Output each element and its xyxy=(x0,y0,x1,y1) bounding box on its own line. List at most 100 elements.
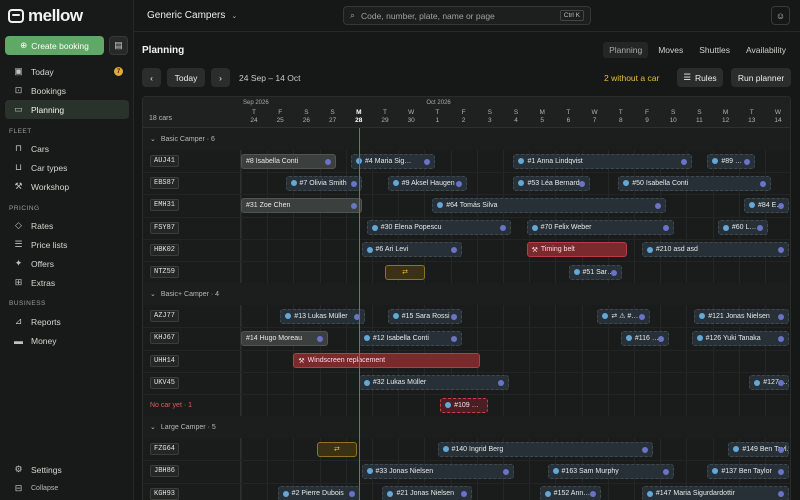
day-letter: T xyxy=(435,109,440,116)
tab-planning[interactable]: Planning xyxy=(603,42,649,58)
sidebar-item-offers[interactable]: ✦ Offers xyxy=(5,254,129,273)
car-plate[interactable]: NTZ59 xyxy=(150,266,180,278)
company-switcher[interactable]: Generic Campers ⌄ xyxy=(147,10,237,21)
booking-bar[interactable]: #84 E… xyxy=(744,197,790,213)
car-plate[interactable]: JBH86 xyxy=(150,465,180,478)
booking-bar[interactable]: #4 Maria Sig… xyxy=(351,153,436,169)
user-menu-button[interactable]: ☺ xyxy=(771,6,790,25)
car-plate[interactable]: UKV45 xyxy=(150,376,180,389)
booking-bar[interactable]: #89 … xyxy=(707,153,756,169)
brand-logo[interactable]: mellow xyxy=(8,6,83,26)
booking-bar[interactable]: #53 Léa Bernard xyxy=(513,175,591,191)
booking-bar[interactable]: #31 Zoe Chen xyxy=(241,197,363,213)
booking-bar[interactable]: #32 Lukas Müller xyxy=(358,375,509,391)
sidebar-item-workshop[interactable]: ⚒ Workshop xyxy=(5,177,129,196)
booking-bar[interactable]: #21 Jonas Nielsen xyxy=(382,486,473,500)
booking-bar[interactable]: #12 Isabella Conti xyxy=(358,330,462,346)
transfer-block[interactable]: ⇄ xyxy=(385,264,425,280)
group-header[interactable]: ⌄ Basic Camper · 6 xyxy=(143,128,790,150)
booking-bar[interactable]: #137 Ben Taylor xyxy=(707,463,790,479)
day-number: 13 xyxy=(748,117,756,124)
day-letter: S xyxy=(304,109,309,116)
sidebar-item-car-types[interactable]: ⊔ Car types xyxy=(5,158,129,177)
booking-bar[interactable]: #50 Isabella Conti xyxy=(618,175,771,191)
sidebar-item-today[interactable]: ▣ Today 7 xyxy=(5,62,129,81)
booking-bar[interactable]: #163 Sam Murphy xyxy=(547,463,674,479)
sidebar-item-cars[interactable]: ⊓ Cars xyxy=(5,139,129,158)
car-plate[interactable]: FSY87 xyxy=(150,221,180,234)
booking-bar[interactable]: #9 Aksel Haugen xyxy=(387,175,467,191)
status-dot-icon xyxy=(387,490,394,497)
car-plate[interactable]: KHJ67 xyxy=(150,332,180,345)
group-header[interactable]: ⌄ Large Camper · 5 xyxy=(143,416,790,439)
rules-button[interactable]: ☰ Rules xyxy=(677,68,723,87)
tab-availability[interactable]: Availability xyxy=(745,45,786,55)
booking-bar[interactable]: #127 … xyxy=(749,375,790,391)
car-plate[interactable]: AUJ41 xyxy=(150,155,180,167)
maintenance-block[interactable]: ⚒ Windscreen replacement xyxy=(293,353,481,369)
booking-bar[interactable]: #15 Sara Rossi xyxy=(387,308,462,324)
sidebar-item-price-lists[interactable]: ☰ Price lists xyxy=(5,235,129,254)
car-plate[interactable]: FZG64 xyxy=(150,443,180,456)
booking-bar[interactable]: #109 … xyxy=(440,397,488,413)
booking-bar[interactable]: #6 Ari Levi xyxy=(361,242,462,258)
booking-bar[interactable]: #51 Sar… xyxy=(568,264,622,280)
booking-bar[interactable]: #2 Pierre Dubois xyxy=(277,486,360,500)
create-booking-button[interactable]: ⊕ Create booking xyxy=(5,36,104,55)
no-car-label[interactable]: No car yet · 1 xyxy=(150,401,193,409)
booking-bar[interactable]: #126 Yuki Tanaka xyxy=(691,330,790,346)
booking-bar[interactable]: #1 Anna Lindqvist xyxy=(513,153,693,169)
car-plate[interactable]: HBK02 xyxy=(150,243,180,256)
booking-bar[interactable]: #30 Elena Popescu xyxy=(366,220,512,236)
booking-bar[interactable]: #152 Ann… xyxy=(539,486,601,500)
end-dot-icon xyxy=(424,158,431,165)
car-plate[interactable]: EBS87 xyxy=(150,177,180,190)
search-input[interactable]: Code, number, plate, name or page xyxy=(361,10,495,21)
collapse-button[interactable]: ⊟ Collapse xyxy=(5,480,129,496)
booking-bar[interactable]: #14 Hugo Moreau xyxy=(241,330,329,346)
sidebar-item-extras[interactable]: ⊞ Extras xyxy=(5,273,129,292)
chevron-right-icon: › xyxy=(219,72,222,83)
grid-header: 18 cars Sep 2026 Oct 2026 T 24 F 25 S 26 S 27 M 28 T… xyxy=(143,97,790,128)
prev-week-button[interactable]: ‹ xyxy=(142,68,161,87)
car-plate[interactable]: AZJ77 xyxy=(150,310,180,323)
sidebar-item-reports[interactable]: ⊿ Reports xyxy=(5,312,129,331)
booking-bar[interactable]: ⇄ ⚠ #… xyxy=(597,308,651,324)
transfer-block[interactable]: ⇄ xyxy=(316,441,357,457)
car-plate[interactable]: EMH31 xyxy=(150,199,180,212)
booking-bar[interactable]: #210 asd asd xyxy=(641,242,790,258)
booking-bar[interactable]: #8 Isabella Conti xyxy=(241,153,336,169)
sidebar-item-planning[interactable]: ▭ Planning xyxy=(5,100,129,119)
car-plate[interactable]: KGH93 xyxy=(150,487,180,500)
booking-bar[interactable]: #33 Jonas Nielsen xyxy=(361,463,515,479)
search-box[interactable]: ⌕ Code, number, plate, name or page Ctrl… xyxy=(343,6,591,25)
booking-bar[interactable]: #121 Jonas Nielsen xyxy=(694,308,790,324)
day-number: 4 xyxy=(514,117,518,124)
group-header[interactable]: ⌄ Basic+ Camper · 4 xyxy=(143,283,790,306)
sidebar-item-settings[interactable]: ⚙ Settings xyxy=(5,460,129,479)
next-week-button[interactable]: › xyxy=(211,68,230,87)
maintenance-block[interactable]: ⚒ Timing belt xyxy=(526,242,627,258)
booking-bar[interactable]: #149 Ben Tayl… xyxy=(728,441,790,457)
sidebar-item-money[interactable]: ▬ Money xyxy=(5,331,129,350)
tab-moves[interactable]: Moves xyxy=(658,45,684,55)
booking-bar[interactable]: #7 Olivia Smith xyxy=(285,175,363,191)
booking-bar[interactable]: #147 Maria Sigurdardottir xyxy=(641,486,790,500)
sidebar-item-bookings[interactable]: ⊡ Bookings xyxy=(5,81,129,100)
booking-bar[interactable]: #60 L… xyxy=(717,220,769,236)
booking-bar[interactable]: #70 Felix Weber xyxy=(526,220,674,236)
booking-bar[interactable]: #140 Ingrid Berg xyxy=(437,441,653,457)
run-planner-button[interactable]: Run planner xyxy=(731,68,791,87)
day-letter: M xyxy=(722,109,729,116)
tab-shuttles[interactable]: Shuttles xyxy=(699,45,730,55)
calendar-button[interactable]: ▤ xyxy=(109,36,128,55)
booking-bar[interactable]: #64 Tomás Silva xyxy=(432,197,667,213)
booking-bar[interactable]: #116 … xyxy=(620,330,669,346)
today-button[interactable]: Today xyxy=(167,68,205,87)
sidebar-item-rates[interactable]: ◇ Rates xyxy=(5,216,129,235)
without-car-alert[interactable]: 2 without a car xyxy=(604,73,660,83)
car-plate[interactable]: UHH14 xyxy=(150,354,180,367)
booking-bar[interactable]: #13 Lukas Müller xyxy=(280,308,365,324)
